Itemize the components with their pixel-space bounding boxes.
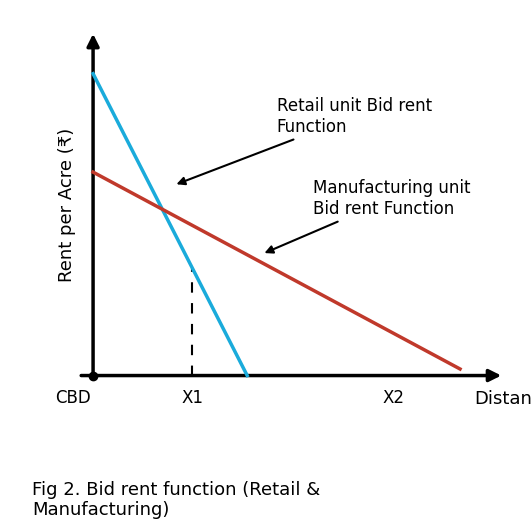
Text: Distance: Distance — [474, 390, 531, 408]
Text: Retail unit Bid rent
Function: Retail unit Bid rent Function — [178, 97, 432, 184]
Text: Manufacturing unit
Bid rent Function: Manufacturing unit Bid rent Function — [267, 179, 471, 253]
Text: Rent per Acre (₹): Rent per Acre (₹) — [58, 128, 76, 282]
Text: CBD: CBD — [55, 388, 91, 407]
Text: X2: X2 — [383, 388, 405, 407]
Text: X1: X1 — [181, 388, 203, 407]
Text: Fig 2. Bid rent function (Retail &
Manufacturing): Fig 2. Bid rent function (Retail & Manuf… — [32, 481, 320, 519]
